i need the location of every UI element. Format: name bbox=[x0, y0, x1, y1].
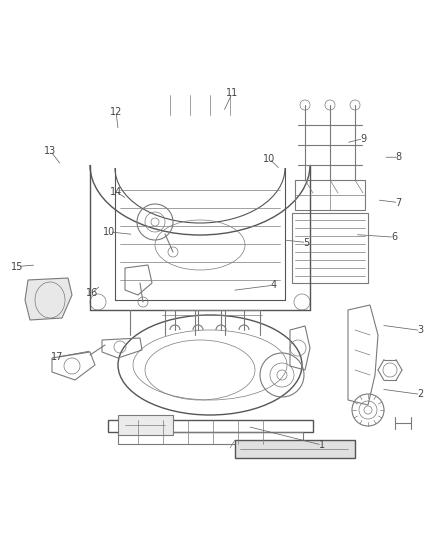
Text: 1: 1 bbox=[319, 440, 325, 450]
Text: 9: 9 bbox=[360, 134, 367, 143]
Text: 15: 15 bbox=[11, 262, 24, 271]
Text: 7: 7 bbox=[396, 198, 402, 207]
Text: 5: 5 bbox=[304, 238, 310, 247]
Bar bbox=[108, 420, 313, 432]
Bar bbox=[118, 415, 173, 435]
Text: 4: 4 bbox=[271, 280, 277, 290]
Text: 13: 13 bbox=[44, 146, 57, 156]
Text: 12: 12 bbox=[110, 107, 122, 117]
Text: 17: 17 bbox=[51, 352, 63, 362]
Text: 3: 3 bbox=[417, 326, 424, 335]
Text: 8: 8 bbox=[396, 152, 402, 162]
Text: 11: 11 bbox=[226, 88, 238, 98]
Text: 14: 14 bbox=[110, 187, 122, 197]
Text: 2: 2 bbox=[417, 390, 424, 399]
Text: 10: 10 bbox=[103, 227, 116, 237]
Text: 10: 10 bbox=[263, 154, 276, 164]
Bar bbox=[295, 180, 365, 210]
Bar bbox=[292, 213, 368, 283]
Text: 16: 16 bbox=[86, 288, 98, 298]
Bar bbox=[118, 432, 303, 444]
Text: 6: 6 bbox=[391, 232, 397, 242]
Bar bbox=[235, 440, 355, 458]
Polygon shape bbox=[25, 278, 72, 320]
